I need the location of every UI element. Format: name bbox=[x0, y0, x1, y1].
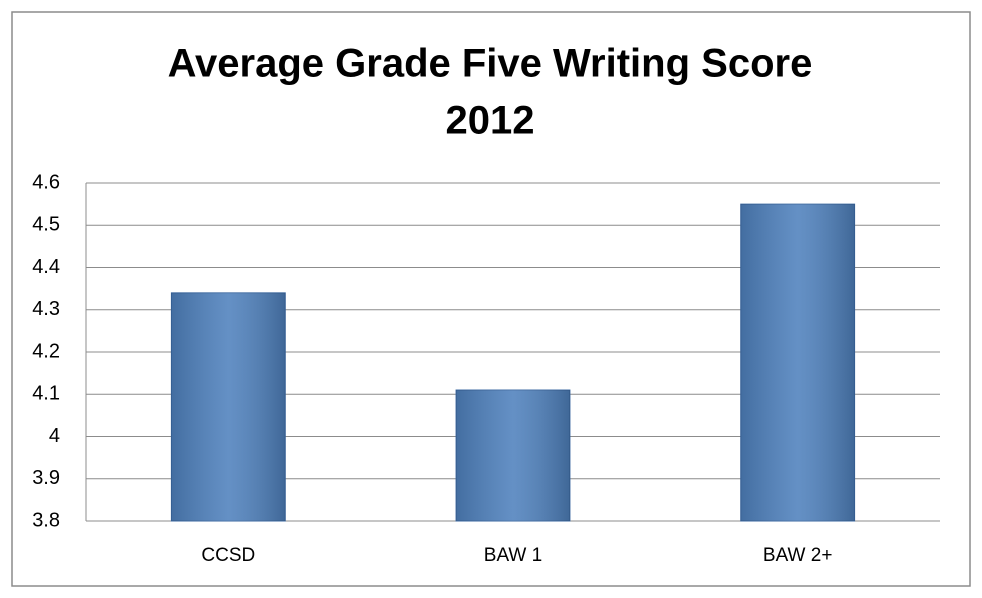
x-tick-label: BAW 2+ bbox=[763, 545, 833, 566]
y-tick-label: 4.3 bbox=[32, 298, 60, 320]
bar-shade bbox=[456, 390, 570, 521]
bar-shade bbox=[740, 204, 855, 521]
x-tick-label: BAW 1 bbox=[484, 545, 542, 566]
y-tick-label: 3.8 bbox=[32, 509, 60, 531]
y-tick-label: 4.6 bbox=[32, 171, 60, 193]
x-tick-label: CCSD bbox=[201, 545, 255, 566]
y-tick-label: 4.1 bbox=[32, 383, 60, 405]
chart-title: Average Grade Five Writing Score bbox=[168, 42, 813, 86]
chart-title: 2012 bbox=[446, 99, 535, 143]
bar-shade bbox=[171, 292, 286, 521]
y-tick-label: 4.2 bbox=[32, 340, 60, 362]
y-tick-label: 4 bbox=[49, 425, 60, 447]
y-tick-label: 4.5 bbox=[32, 214, 60, 236]
y-tick-label: 4.4 bbox=[32, 256, 60, 278]
y-tick-label: 3.9 bbox=[32, 467, 60, 489]
